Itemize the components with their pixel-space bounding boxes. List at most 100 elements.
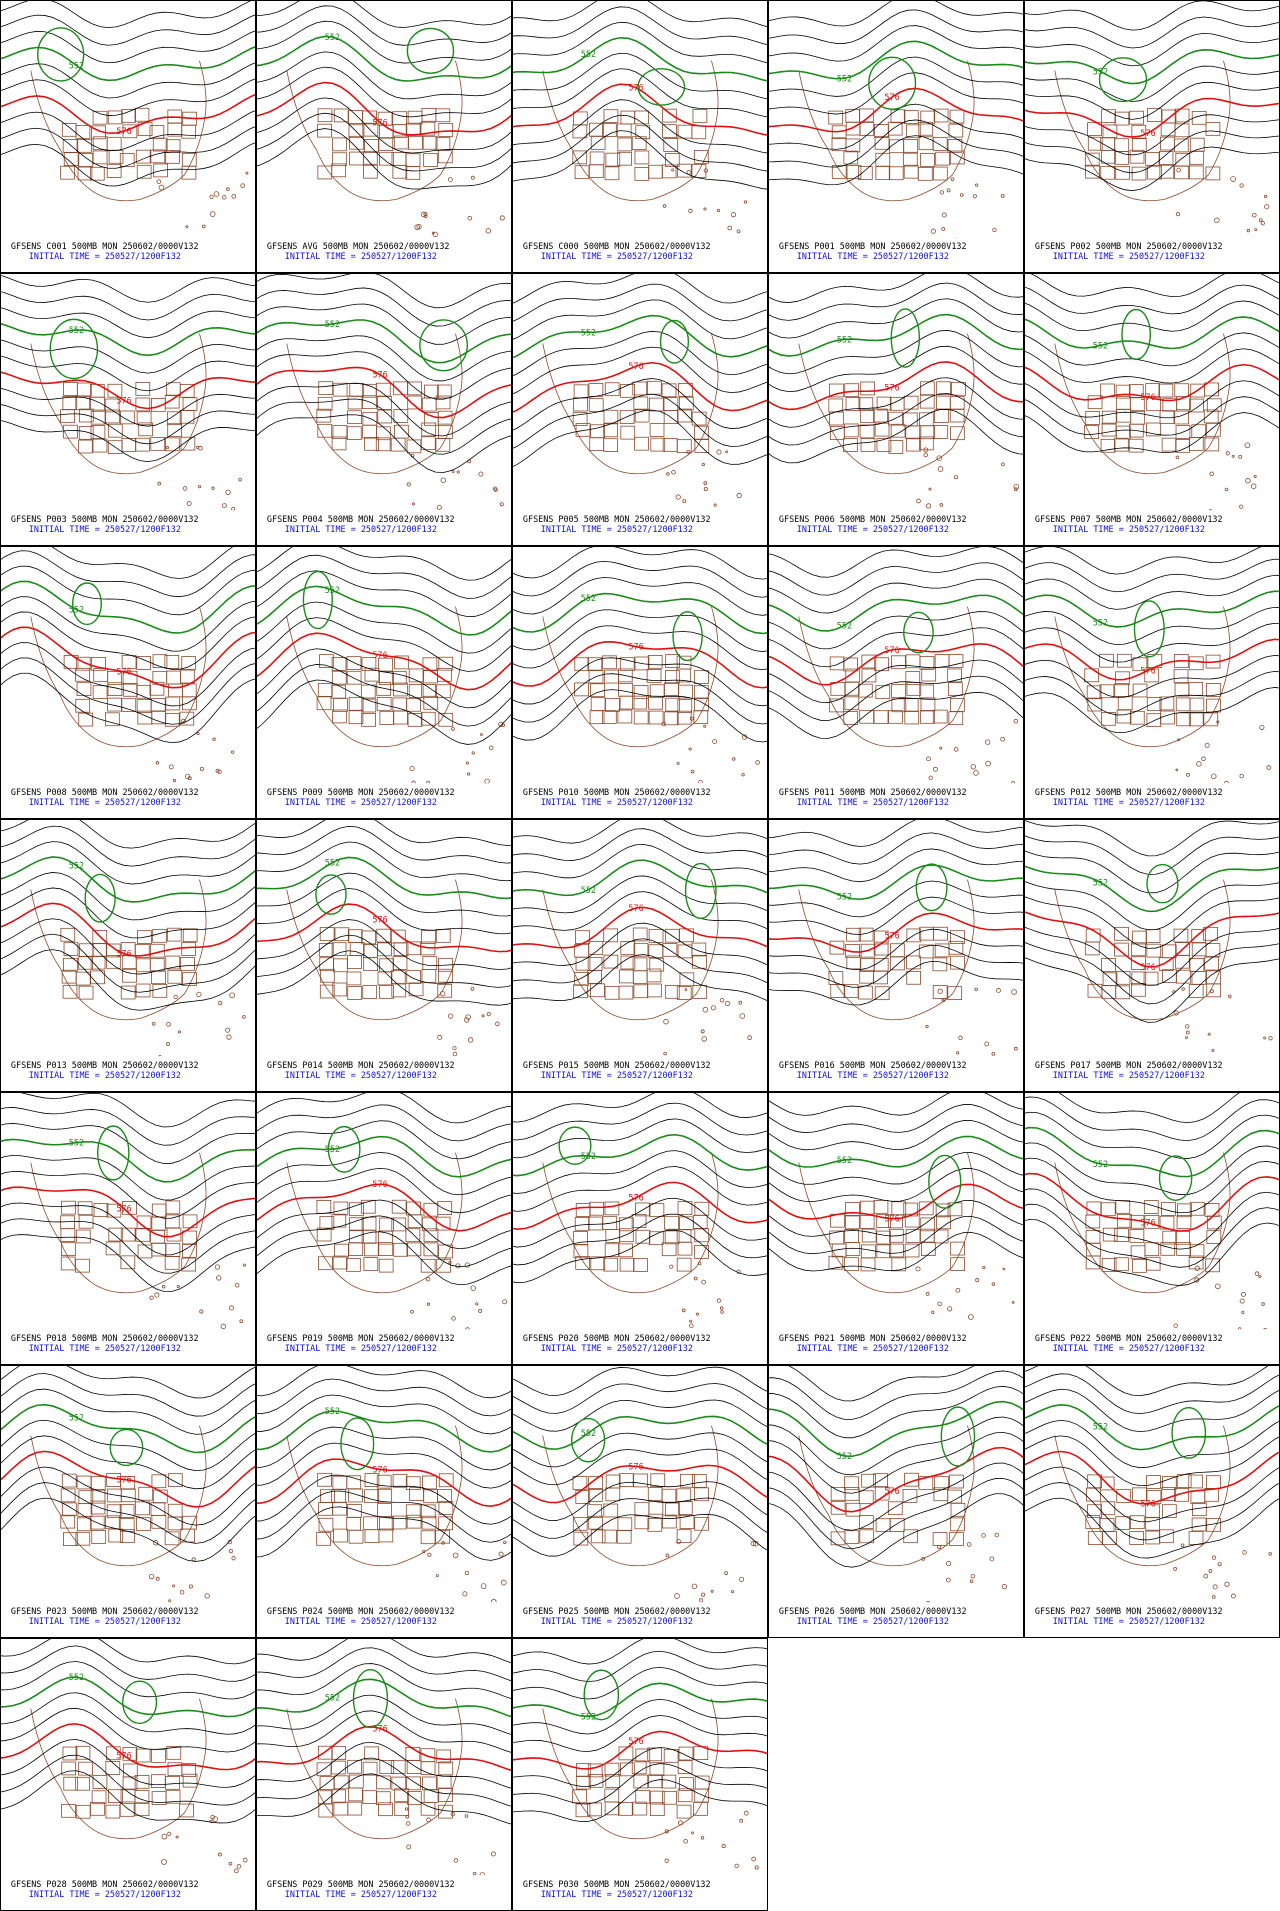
state-outline xyxy=(182,696,197,711)
state-outline xyxy=(920,710,935,724)
state-outline xyxy=(76,382,92,397)
state-outline xyxy=(633,396,649,411)
contour-552 xyxy=(1,1403,255,1454)
height-contour xyxy=(257,1093,511,1124)
state-outline xyxy=(693,150,709,164)
state-outline xyxy=(92,438,108,453)
state-outline xyxy=(663,711,679,726)
caption-background xyxy=(1025,1056,1279,1091)
state-outline xyxy=(1188,712,1204,727)
state-outline xyxy=(917,167,933,181)
state-outline xyxy=(1087,395,1103,410)
contour-576 xyxy=(1025,97,1279,138)
caption-background xyxy=(1,1056,255,1091)
map-background xyxy=(1,547,255,818)
state-outline xyxy=(75,1229,91,1244)
island xyxy=(1177,738,1181,742)
panel-title: GFSENS P019 500MB MON 250602/0000V132 xyxy=(267,1333,455,1343)
state-outline xyxy=(575,1256,590,1270)
map-background xyxy=(769,1093,1023,1364)
state-outline xyxy=(692,985,708,999)
state-outline xyxy=(831,165,847,179)
island xyxy=(710,1005,716,1011)
state-outline xyxy=(77,166,93,181)
state-outline xyxy=(391,1199,407,1214)
contour-label: 576 xyxy=(628,1736,643,1746)
state-outline xyxy=(90,425,106,439)
state-outline xyxy=(167,969,183,984)
height-contour xyxy=(1025,1203,1279,1268)
island xyxy=(161,1859,167,1865)
coastline xyxy=(286,879,463,1021)
island xyxy=(1250,483,1257,489)
island xyxy=(188,1584,193,1589)
state-outline xyxy=(1174,108,1190,123)
height-contour xyxy=(1025,687,1279,734)
state-outline xyxy=(587,1504,602,1519)
height-contour xyxy=(1025,1096,1279,1141)
height-contour xyxy=(257,547,511,581)
contour-label: 552 xyxy=(325,1144,340,1154)
state-outline xyxy=(590,136,606,150)
island xyxy=(229,1305,235,1311)
island xyxy=(939,746,943,750)
height-contour xyxy=(257,1394,511,1435)
state-outline xyxy=(75,971,91,986)
height-contour xyxy=(513,844,767,879)
state-outline xyxy=(135,382,151,396)
state-outline xyxy=(677,1501,693,1515)
state-outline xyxy=(393,682,408,697)
island xyxy=(689,1319,693,1323)
state-outline xyxy=(859,1529,875,1544)
state-outline xyxy=(694,670,709,684)
contour-576 xyxy=(1025,1172,1279,1232)
state-outline xyxy=(874,135,890,150)
caption-background xyxy=(1,510,255,545)
state-outline xyxy=(664,1230,680,1245)
state-outline xyxy=(875,685,891,700)
panel-title: GFSENS P020 500MB MON 250602/0000V132 xyxy=(523,1333,711,1343)
height-contour xyxy=(513,409,767,467)
panel-title: GFSENS P011 500MB MON 250602/0000V132 xyxy=(779,787,967,797)
island xyxy=(214,1264,221,1270)
state-outline xyxy=(1146,422,1161,437)
height-contour xyxy=(1,550,255,598)
closed-low xyxy=(570,1417,606,1463)
state-outline xyxy=(347,410,362,425)
island xyxy=(196,731,200,735)
height-contour xyxy=(769,393,1023,446)
state-outline xyxy=(947,139,963,153)
state-outline xyxy=(167,1516,183,1531)
state-outline xyxy=(120,1475,136,1490)
island xyxy=(975,1278,980,1283)
state-outline xyxy=(318,1803,334,1818)
state-outline xyxy=(844,383,860,398)
state-outline xyxy=(649,1802,665,1817)
state-outline xyxy=(165,139,181,153)
island xyxy=(686,449,691,454)
island xyxy=(996,988,1001,993)
caption-background xyxy=(257,1875,511,1910)
height-contour xyxy=(1,1419,255,1472)
state-outline xyxy=(318,1256,333,1271)
caption-background xyxy=(769,1329,1023,1364)
contour-576 xyxy=(1025,1450,1279,1505)
state-outline xyxy=(932,709,948,724)
state-outline xyxy=(151,1474,167,1489)
island xyxy=(158,184,165,191)
island xyxy=(234,1282,240,1288)
state-outline xyxy=(1173,138,1189,153)
island xyxy=(743,200,748,204)
island xyxy=(204,1593,210,1599)
state-outline xyxy=(393,942,409,956)
island xyxy=(462,1591,468,1597)
state-outline xyxy=(861,668,877,683)
state-outline xyxy=(948,123,964,138)
height-contour xyxy=(513,130,767,190)
state-outline xyxy=(918,1476,934,1490)
caption-background xyxy=(769,510,1023,545)
island xyxy=(969,1579,974,1584)
island xyxy=(1211,1555,1217,1560)
island xyxy=(671,168,675,172)
